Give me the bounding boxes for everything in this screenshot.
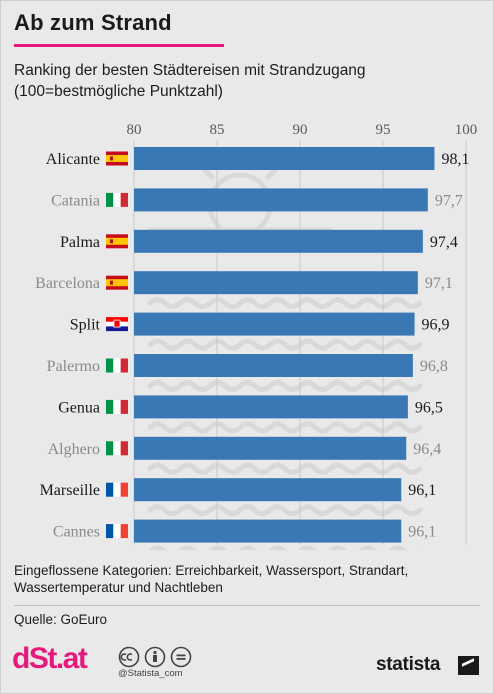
value-label: 97,7 [435, 192, 463, 209]
flag-spain-icon [106, 234, 128, 249]
wave-line [147, 297, 423, 310]
statista-handle: @Statista_com [118, 668, 183, 679]
category-label: Barcelona [35, 275, 100, 292]
bar [134, 395, 408, 419]
bar [134, 271, 418, 295]
value-label: 96,4 [413, 441, 441, 458]
category-label: Genua [58, 399, 100, 416]
source-divider [14, 605, 480, 606]
dst-logo[interactable]: dSt.at [12, 642, 88, 675]
sun-ray [202, 167, 215, 180]
nd-icon [170, 646, 192, 668]
value-label: 97,1 [425, 275, 453, 292]
category-label: Alicante [46, 151, 100, 168]
category-label: Palma [60, 234, 100, 251]
value-label: 96,1 [408, 524, 436, 541]
wave-line [147, 421, 423, 434]
value-label: 96,9 [422, 317, 450, 334]
wave-line [147, 462, 423, 475]
flag-spain-icon [106, 275, 128, 290]
category-label: Alghero [48, 441, 100, 458]
flag-france-icon [106, 524, 128, 539]
value-label: 96,5 [415, 399, 443, 416]
category-label: Palermo [47, 358, 100, 375]
value-label: 98,1 [441, 151, 469, 168]
bar-row: Alghero 96,4 [48, 436, 441, 460]
bar [134, 354, 413, 377]
bar-row: Alicante 98,1 [46, 147, 469, 170]
category-label: Marseille [40, 482, 100, 499]
flag-france-icon [106, 482, 128, 497]
category-label: Cannes [53, 524, 100, 541]
tick-label: 85 [210, 122, 225, 138]
tick-label: 95 [376, 122, 391, 138]
footnote: Eingeflossene Kategorien: Erreichbarkeit… [14, 563, 409, 595]
flag-croatia-icon [106, 317, 128, 332]
bar-row: Catania 97,7 [51, 188, 463, 212]
bar-row: Cannes 96,1 [53, 519, 436, 543]
value-label: 96,1 [408, 482, 436, 499]
wave-line [147, 504, 423, 517]
bar [134, 188, 428, 212]
statista-logo-mark [458, 656, 479, 675]
beach-watermark-art [147, 152, 423, 550]
bar-row: Marseille 96,1 [40, 478, 436, 502]
bar-row: Palma 97,4 [60, 229, 458, 253]
flag-italy-icon [106, 399, 128, 414]
bar-chart: 80 85 90 95 100 Alicante 98,1 Catania 97,7 Palma… [35, 122, 478, 550]
value-label: 96,8 [420, 358, 448, 375]
source-text: Quelle: GoEuro [14, 612, 108, 627]
by-icon [144, 646, 166, 668]
category-label: Catania [51, 192, 100, 209]
bar [134, 519, 402, 543]
bar-row: Palermo 96,8 [47, 354, 448, 377]
wave-line [148, 545, 422, 550]
value-label: 97,4 [430, 234, 458, 251]
creative-commons-icons[interactable] [118, 646, 198, 668]
bar [134, 436, 407, 460]
title-accent-rule [14, 44, 224, 47]
bar-row: Genua 96,5 [58, 395, 443, 419]
flag-italy-icon [106, 441, 128, 456]
bar [134, 312, 415, 336]
bar [134, 147, 435, 170]
flag-italy-icon [106, 192, 128, 207]
category-label: Split [70, 317, 101, 334]
cc-icon [118, 646, 140, 668]
wave-line [147, 338, 423, 351]
flag-italy-icon [106, 358, 128, 373]
bar [134, 478, 402, 502]
bar-row: Split 96,9 [70, 312, 450, 336]
wave-line [147, 380, 423, 392]
statista-logo[interactable]: statista [376, 654, 441, 675]
sun-ray [265, 167, 278, 180]
tick-label: 100 [455, 122, 478, 138]
chart-subtitle: Ranking der besten Städtereisen mit Stra… [14, 62, 366, 100]
chart-title: Ab zum Strand [14, 10, 172, 35]
tick-label: 90 [293, 122, 308, 138]
axis-ticks: 80 85 90 95 100 [127, 122, 478, 138]
tick-label: 80 [127, 122, 142, 138]
bar [134, 229, 423, 253]
bars: Alicante 98,1 Catania 97,7 Palma 97,4 Barcelon… [35, 147, 469, 543]
bar-row: Barcelona 97,1 [35, 271, 453, 295]
flag-spain-icon [106, 151, 128, 166]
